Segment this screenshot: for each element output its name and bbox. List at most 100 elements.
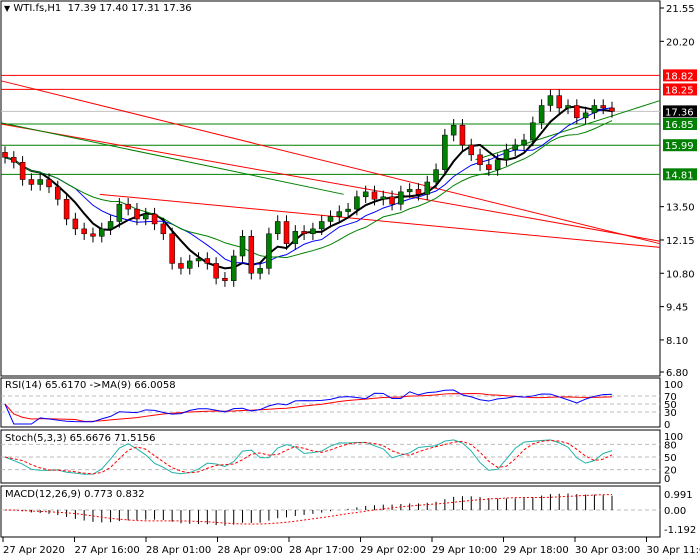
candle-body [55, 186, 61, 200]
candle-body [600, 105, 606, 109]
price-tick-label: 9.45 [666, 303, 688, 314]
trendline [0, 123, 661, 242]
candle-body [125, 203, 131, 210]
candle-body [81, 228, 87, 235]
moving-average-line [4, 107, 613, 265]
candle-body [362, 191, 369, 198]
candle-body [239, 236, 246, 257]
dropdown-triangle-icon[interactable]: ▼ [4, 4, 11, 13]
candle-body [151, 213, 158, 225]
level-tag-label: 18.25 [665, 85, 694, 96]
candle-body [178, 263, 184, 269]
price-tick-label: 12.15 [666, 236, 695, 247]
candle-body [266, 233, 272, 269]
rsi-tick-label: 50 [664, 400, 677, 411]
price-tick-label: 6.80 [666, 368, 688, 379]
candle-body [90, 233, 96, 237]
stoch-main-line [4, 439, 613, 475]
stoch-label: Stoch(5,3,3) 65.6676 71.5156 [5, 433, 156, 444]
panel-frame [0, 377, 661, 428]
rsi-label: RSI(14) 65.6170 ->MA(9) 66.0058 [5, 380, 176, 391]
rsi-tick-label: 0 [664, 420, 670, 431]
candle-body [213, 263, 219, 279]
level-tag [663, 69, 697, 82]
candle-body [160, 223, 167, 235]
candle-body [512, 144, 518, 151]
panel-frame [0, 0, 661, 377]
level-tag-label: 16.85 [665, 120, 694, 131]
candle-body [19, 161, 26, 180]
stoch-signal-line [4, 440, 613, 475]
stoch-tick-label: 80 [664, 440, 677, 451]
candle-body [477, 154, 483, 165]
candle-body [442, 134, 448, 170]
price-tick-label: 10.80 [666, 269, 695, 280]
time-label: 28 Apr 09:00 [218, 545, 283, 556]
candle-body [107, 221, 114, 230]
candle-body [486, 164, 492, 170]
candle-body [521, 139, 527, 146]
candle-body [556, 95, 562, 109]
candle-body [433, 169, 439, 183]
level-tag-label: 18.82 [665, 71, 694, 82]
time-label: 28 Apr 17:00 [289, 545, 354, 556]
candle-body [327, 216, 334, 222]
macd-signal-line [4, 494, 613, 525]
price-tick-label: 21.55 [666, 4, 695, 15]
trendline [99, 193, 661, 248]
stoch-tick-label: 20 [664, 466, 677, 477]
candle-body [257, 268, 263, 274]
candle-body [292, 231, 299, 244]
time-label: 30 Apr 11:00 [647, 545, 700, 556]
candle-body [450, 124, 457, 136]
candle-body [459, 124, 466, 146]
candle-body [389, 196, 395, 205]
candle-body [547, 95, 554, 106]
candle-body [310, 228, 316, 235]
candle-body [195, 258, 202, 262]
moving-average-line [4, 105, 613, 270]
rsi-ma-line [4, 393, 613, 423]
stoch-tick-label: 0 [664, 474, 670, 485]
candle-body [565, 105, 571, 109]
candle-body [380, 196, 387, 200]
candle-body [591, 105, 598, 114]
level-tag [663, 139, 697, 152]
candle-body [11, 157, 17, 163]
stoch-tick-label: 50 [664, 453, 677, 464]
candle-body [134, 208, 140, 220]
rsi-tick-label: 70 [664, 392, 677, 403]
candle-body [222, 277, 228, 281]
candle-body [503, 149, 510, 161]
price-tick-label: 8.10 [666, 336, 688, 347]
level-tag [663, 83, 697, 96]
trendline [0, 122, 344, 195]
time-label: 27 Apr 16:00 [75, 545, 140, 556]
macd-tick-label: -1.192 [664, 525, 696, 536]
symbol-label: WTI.fs,H1 [13, 3, 62, 14]
candle-body [336, 211, 343, 217]
candle-body [415, 189, 422, 195]
candle-body [398, 191, 404, 205]
time-label: 28 Apr 01:00 [146, 545, 211, 556]
candle-body [538, 105, 545, 124]
price-tick-label: 13.50 [666, 203, 695, 214]
candle-body [345, 208, 351, 212]
macd-tick-label: 0.00 [664, 506, 686, 517]
rsi-tick-label: 30 [664, 408, 677, 419]
level-tag-label: 15.99 [665, 141, 694, 152]
candle-body [274, 221, 281, 235]
candle-body [143, 213, 149, 220]
chart-header: ▼ WTI.fs,H1 17.39 17.40 17.31 17.36 [4, 3, 192, 14]
candle-body [354, 196, 360, 210]
time-label: 29 Apr 18:00 [504, 545, 569, 556]
candle-body [46, 179, 52, 188]
candle-body [530, 122, 536, 141]
candle-body [301, 231, 307, 235]
candle-body [371, 191, 378, 200]
candle-body [99, 228, 105, 237]
time-label: 30 Apr 03:00 [575, 545, 640, 556]
candle-body [318, 221, 325, 230]
